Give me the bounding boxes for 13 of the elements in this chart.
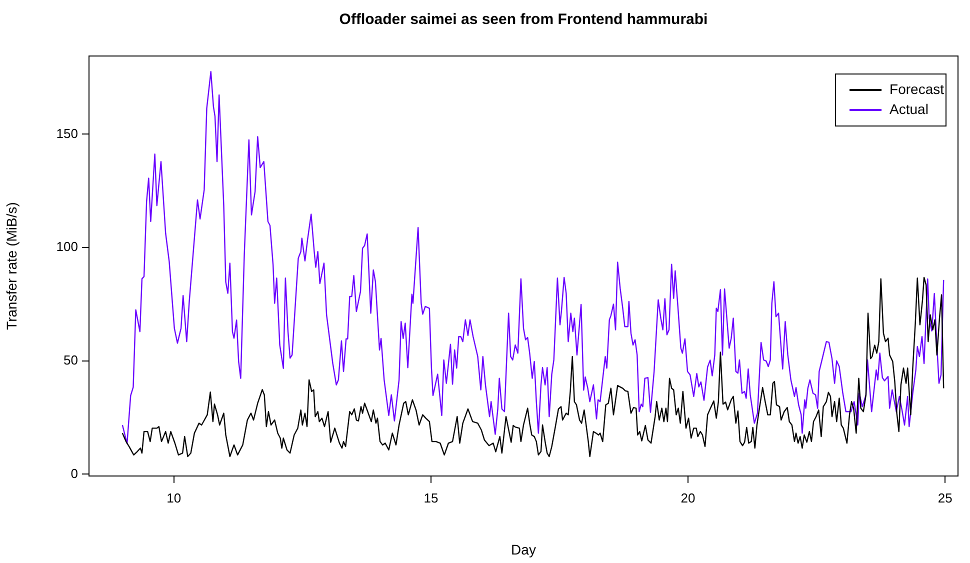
y-tick-label: 100	[56, 239, 78, 254]
x-tick-label: 25	[938, 490, 952, 506]
chart-title: Offloader saimei as seen from Frontend hammurabi	[339, 11, 708, 28]
y-tick-label: 150	[56, 126, 78, 141]
x-tick-label: 20	[680, 490, 696, 506]
y-axis-title: Transfer rate (MiB/s)	[3, 202, 20, 330]
x-axis-title: Day	[511, 541, 536, 558]
x-tick-label: 15	[424, 490, 438, 506]
y-tick-label: 0	[70, 466, 78, 481]
y-tick-label: 50	[64, 352, 78, 368]
x-tick-label: 10	[166, 490, 182, 506]
legend-label: Actual	[890, 100, 928, 117]
legend-label: Forecast	[890, 80, 944, 97]
